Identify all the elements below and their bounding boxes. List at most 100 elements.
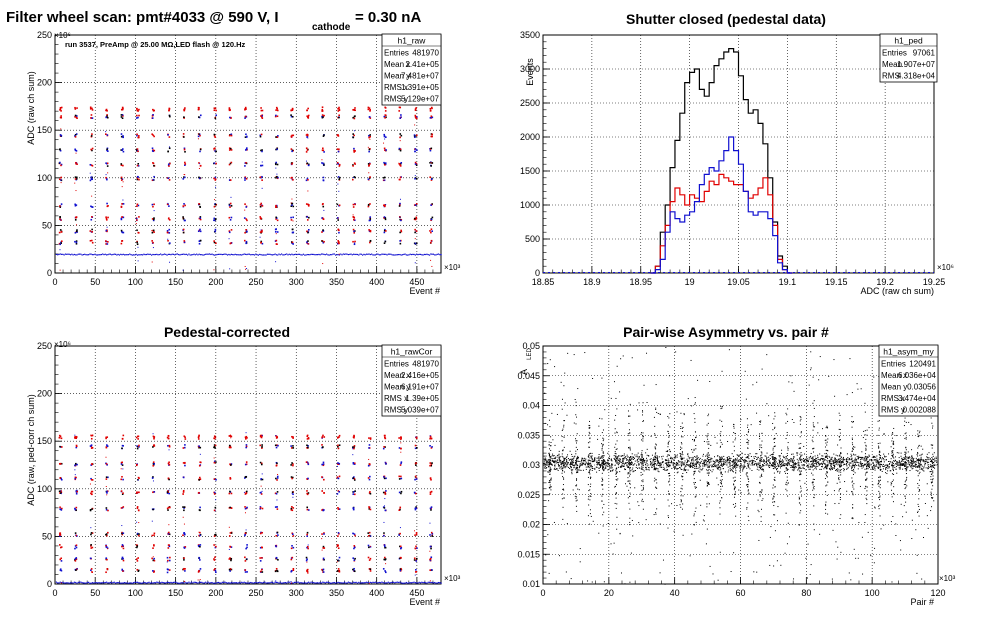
data-point	[275, 136, 277, 138]
data-point	[261, 179, 263, 181]
data-point	[398, 478, 401, 480]
data-point	[250, 254, 252, 256]
data-point	[429, 110, 432, 112]
data-point	[75, 178, 78, 180]
data-point	[106, 226, 108, 228]
data-point	[835, 459, 837, 461]
data-point	[863, 459, 865, 461]
data-point	[683, 468, 685, 470]
y-axis-label: ADC (raw, ped-corr ch sum)	[26, 394, 36, 506]
y-axis-label: ADC (raw ch sum)	[26, 71, 36, 145]
data-point	[772, 463, 774, 465]
data-point	[721, 459, 723, 461]
data-point	[779, 455, 781, 457]
data-point	[929, 459, 931, 461]
data-point	[74, 219, 77, 221]
data-point	[306, 109, 308, 112]
data-point	[781, 464, 783, 466]
data-point	[305, 582, 307, 584]
data-point	[551, 458, 553, 460]
data-point	[384, 498, 386, 500]
data-point	[58, 178, 61, 181]
data-point	[369, 437, 372, 439]
data-point	[839, 464, 841, 466]
data-point	[812, 460, 814, 462]
data-point	[676, 468, 678, 470]
chart-title: Filter wheel scan: pmt#4033 @ 590 V, I	[6, 9, 279, 26]
data-point	[169, 115, 171, 118]
data-point	[260, 229, 262, 231]
stats-value: 1.907e+07	[897, 60, 936, 69]
data-point	[896, 462, 898, 464]
data-point	[91, 508, 93, 510]
data-point	[560, 459, 562, 461]
data-point	[729, 465, 731, 467]
data-point	[367, 556, 370, 559]
data-point	[912, 459, 914, 461]
data-point	[213, 509, 216, 512]
data-point	[244, 492, 247, 495]
data-point	[841, 461, 843, 463]
data-point	[336, 561, 338, 563]
data-point	[301, 582, 303, 584]
data-point	[398, 110, 401, 112]
data-point	[908, 462, 910, 464]
data-point	[105, 581, 108, 583]
data-point	[275, 148, 277, 151]
data-point	[829, 460, 831, 462]
data-point	[166, 492, 169, 494]
data-point	[416, 149, 418, 151]
data-point	[58, 436, 61, 439]
data-point	[779, 472, 781, 474]
data-point	[82, 582, 85, 584]
data-point	[122, 559, 125, 562]
data-point	[166, 231, 169, 234]
data-point	[923, 466, 925, 468]
data-point	[145, 582, 148, 584]
stats-value: 481970	[412, 49, 439, 58]
data-point	[823, 460, 825, 462]
data-point	[337, 107, 339, 110]
data-point	[811, 466, 813, 468]
data-point	[685, 465, 687, 467]
data-point	[437, 581, 440, 584]
data-point	[565, 463, 567, 465]
data-point	[574, 461, 576, 463]
data-point	[415, 217, 418, 220]
data-point	[60, 560, 63, 562]
data-point	[352, 532, 354, 535]
data-point	[661, 458, 663, 460]
data-point	[586, 462, 588, 464]
data-point	[697, 462, 699, 464]
data-point	[275, 581, 278, 584]
data-point	[68, 253, 70, 255]
data-point	[763, 460, 765, 462]
data-point	[259, 134, 262, 137]
data-point	[184, 436, 186, 439]
data-point	[275, 567, 278, 570]
data-point	[328, 254, 330, 256]
stats-key: RMS y	[384, 406, 408, 415]
data-point	[307, 205, 310, 207]
data-point	[228, 238, 230, 240]
data-point	[151, 117, 154, 119]
data-point	[166, 561, 168, 563]
data-point	[602, 456, 604, 458]
data-point	[398, 437, 400, 439]
data-point	[891, 464, 893, 466]
data-point	[214, 150, 216, 152]
data-point	[206, 582, 208, 584]
data-point	[261, 150, 263, 153]
data-point	[761, 468, 763, 470]
data-point	[261, 546, 263, 549]
data-point	[691, 460, 693, 462]
data-point	[244, 463, 247, 466]
data-point	[248, 582, 251, 584]
data-point	[259, 434, 262, 437]
data-point	[347, 581, 350, 583]
data-point	[137, 150, 139, 153]
data-point	[754, 462, 756, 464]
data-point	[430, 147, 433, 150]
data-point	[349, 253, 351, 255]
